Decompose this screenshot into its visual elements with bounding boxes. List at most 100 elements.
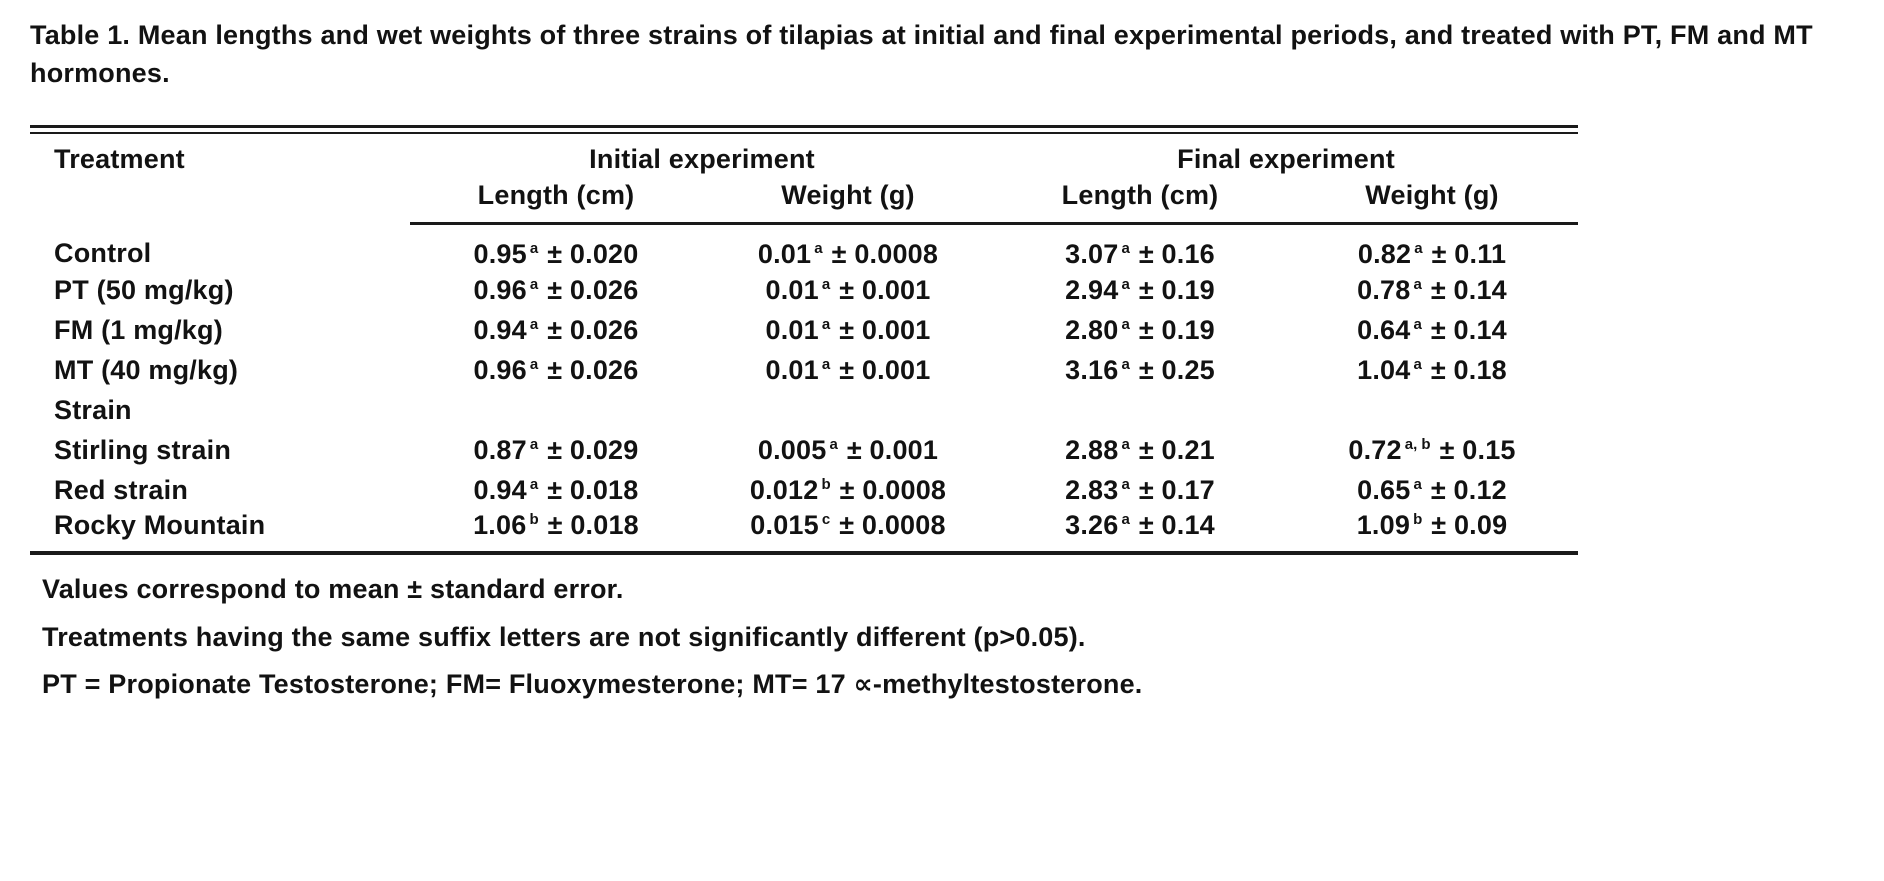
significance-letter: a [1413, 315, 1422, 333]
standard-error: ± 0.09 [1431, 510, 1508, 541]
table-row: Rocky Mountain 1.06 b ± 0.018 0.015 c ± 0.00… [30, 510, 1578, 553]
table-top-rule [30, 124, 1578, 134]
significance-letter: b [821, 475, 831, 493]
mean-value: 3.26 [1065, 510, 1119, 541]
mean-value: 2.88 [1065, 434, 1119, 465]
group-header-row: Treatment Initial experiment Final exper… [30, 134, 1578, 180]
mean-value: 0.65 [1357, 474, 1411, 505]
significance-letter: a [829, 435, 838, 453]
mean-value: 3.16 [1065, 354, 1119, 385]
value-cell: 2.83 a ± 0.17 [994, 470, 1286, 510]
value-cell: 1.09 b ± 0.09 [1286, 510, 1578, 553]
mean-value: 0.012 [749, 474, 819, 505]
value-cell: 0.96 a ± 0.026 [410, 270, 702, 310]
value-cell: 0.87 a ± 0.029 [410, 430, 702, 470]
table-row: Red strain 0.94 a ± 0.018 0.012 b ± 0.0008 2… [30, 470, 1578, 510]
value-cell: 0.82 a ± 0.11 [1286, 224, 1578, 271]
value-cell: 3.26 a ± 0.14 [994, 510, 1286, 553]
standard-error: ± 0.001 [846, 434, 939, 465]
value-cell: 1.04 a ± 0.18 [1286, 350, 1578, 390]
mean-value: 0.01 [757, 239, 812, 270]
value-cell: 0.64 a ± 0.14 [1286, 310, 1578, 350]
value-cell: 0.015 c ± 0.0008 [702, 510, 994, 553]
table-header: Treatment Initial experiment Final exper… [30, 134, 1579, 226]
data-table: Treatment Initial experiment Final exper… [30, 124, 1579, 556]
significance-letter: a [821, 315, 831, 333]
standard-error: ± 0.14 [1430, 314, 1507, 345]
treatment-label: Red strain [54, 474, 189, 505]
value-cell: 2.80 a ± 0.19 [994, 310, 1286, 350]
standard-error: ± 0.001 [839, 274, 931, 305]
significance-letter: a [1121, 511, 1130, 529]
treatment-label: Rocky Mountain [54, 510, 266, 541]
table-row: Stirling strain 0.87 a ± 0.029 0.005 a ± 0.0… [30, 430, 1578, 470]
mean-value: 2.80 [1065, 314, 1119, 345]
value-cell: 0.78 a ± 0.14 [1286, 270, 1578, 310]
table-row: PT (50 mg/kg) 0.96 a ± 0.026 0.01 a ± 0.001 … [30, 270, 1578, 310]
column-header-treatment: Treatment [54, 143, 185, 174]
significance-letter: a [1121, 355, 1130, 373]
mean-value: 0.01 [765, 314, 819, 345]
value-cell: 0.72 a, b ± 0.15 [1286, 430, 1578, 470]
value-cell: 0.012 b ± 0.0008 [702, 470, 994, 510]
standard-error: ± 0.19 [1138, 274, 1215, 305]
value-cell: 0.94 a ± 0.018 [410, 470, 702, 510]
table-row: MT (40 mg/kg) 0.96 a ± 0.026 0.01 a ± 0.001 … [30, 350, 1578, 390]
treatment-label: Stirling strain [54, 434, 232, 465]
significance-letter: a, b [1404, 435, 1431, 453]
standard-error: ± 0.0008 [839, 510, 946, 541]
value-cell [994, 390, 1286, 430]
value-cell: 2.94 a ± 0.19 [994, 270, 1286, 310]
mean-value: 2.94 [1065, 274, 1119, 305]
standard-error: ± 0.018 [547, 510, 639, 541]
group-header-initial-experiment: Initial experiment [589, 143, 815, 174]
significance-letter: a [821, 275, 831, 293]
mean-value: 0.64 [1357, 314, 1411, 345]
table-caption: Table 1. Mean lengths and wet weights of… [30, 20, 1813, 89]
standard-error: ± 0.11 [1431, 239, 1507, 270]
significance-letter: a [529, 275, 539, 293]
treatment-label: Strain [54, 394, 132, 425]
sub-header-row: Length (cm) Weight (g) Length (cm) Weigh… [30, 179, 1579, 226]
significance-letter: a [529, 475, 539, 493]
significance-letter: a [529, 355, 539, 373]
document-page: Table 1. Mean lengths and wet weights of… [30, 16, 1856, 881]
standard-error: ± 0.020 [547, 239, 639, 270]
mean-value: 0.82 [1357, 239, 1412, 270]
standard-error: ± 0.17 [1138, 474, 1215, 505]
significance-letter: a [1121, 240, 1130, 258]
mean-value: 0.78 [1357, 274, 1411, 305]
value-cell: 0.01 a ± 0.001 [702, 270, 994, 310]
significance-letter: a [529, 315, 539, 333]
column-header-initial-weight: Weight (g) [702, 179, 995, 226]
mean-value: 0.96 [473, 274, 527, 305]
standard-error: ± 0.0008 [831, 239, 939, 270]
standard-error: ± 0.19 [1138, 314, 1215, 345]
standard-error: ± 0.026 [547, 354, 639, 385]
mean-value: 0.01 [765, 354, 819, 385]
standard-error: ± 0.15 [1439, 434, 1516, 465]
standard-error: ± 0.026 [547, 314, 639, 345]
footnotes: Values correspond to mean ± standard err… [30, 573, 1856, 700]
significance-letter: a [814, 240, 823, 258]
value-cell: 0.005 a ± 0.001 [702, 430, 994, 470]
standard-error: ± 0.12 [1430, 474, 1507, 505]
value-cell: 0.65 a ± 0.12 [1286, 470, 1578, 510]
significance-letter: a [1413, 275, 1422, 293]
standard-error: ± 0.25 [1138, 354, 1215, 385]
significance-letter: b [529, 511, 539, 529]
footnote-abbreviations: PT = Propionate Testosterone; FM= Fluoxy… [42, 668, 1143, 699]
footnote-mean-se: Values correspond to mean ± standard err… [42, 574, 624, 605]
table-row: FM (1 mg/kg) 0.94 a ± 0.026 0.01 a ± 0.001 2… [30, 310, 1578, 350]
standard-error: ± 0.026 [547, 274, 639, 305]
treatment-label: Control [54, 238, 152, 269]
standard-error: ± 0.029 [547, 434, 639, 465]
standard-error: ± 0.001 [839, 354, 931, 385]
standard-error: ± 0.16 [1138, 239, 1215, 270]
significance-letter: a [1414, 240, 1423, 258]
standard-error: ± 0.001 [839, 314, 931, 345]
value-cell: 0.94 a ± 0.026 [410, 310, 702, 350]
significance-letter: a [529, 435, 539, 453]
treatment-label: FM (1 mg/kg) [54, 314, 223, 345]
table-row: Control 0.95 a ± 0.020 0.01 a ± 0.0008 3.07 a… [30, 224, 1578, 271]
